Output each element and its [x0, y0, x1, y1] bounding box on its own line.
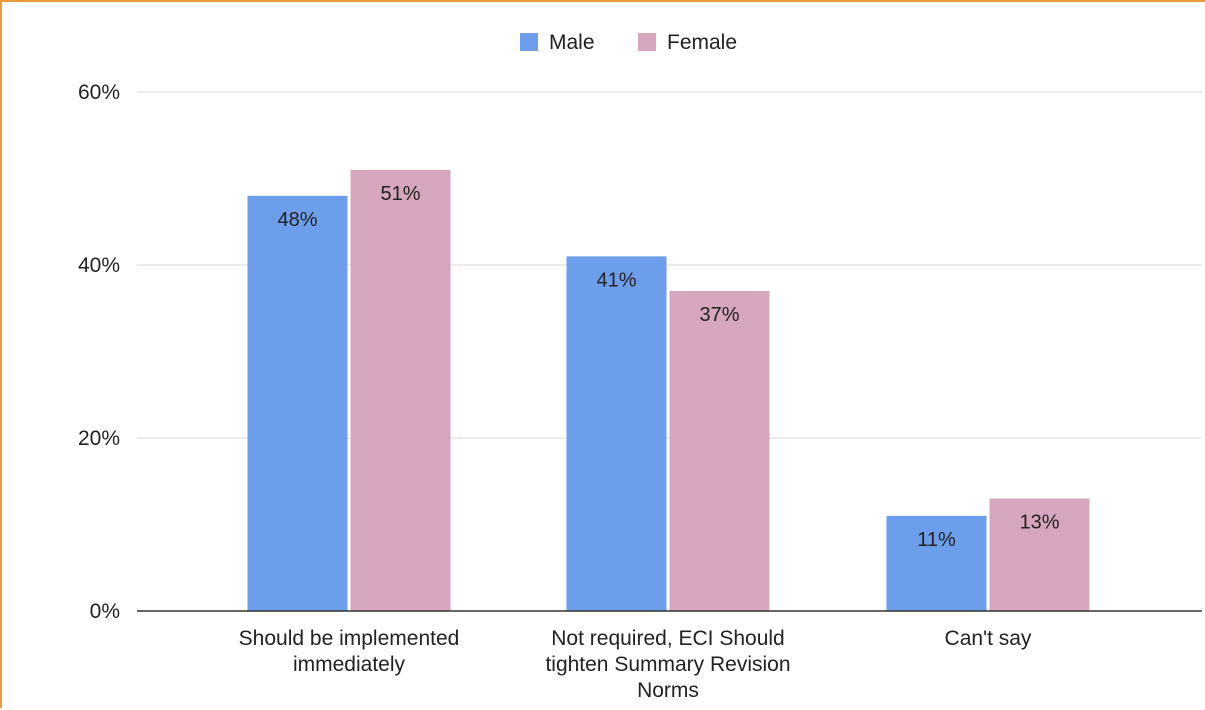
y-tick-label: 20%: [78, 427, 120, 450]
x-category-label: Should be implemented: [239, 627, 460, 650]
data-label: 13%: [1019, 512, 1059, 534]
x-category-label: Norms: [637, 679, 699, 702]
legend-label-female: Female: [667, 31, 737, 54]
y-tick-label: 0%: [90, 600, 120, 623]
data-label: 11%: [917, 529, 956, 551]
legend: Male Female: [520, 31, 737, 54]
x-category-label: immediately: [293, 653, 406, 676]
bar-female: [669, 290, 770, 611]
data-label: 37%: [699, 304, 739, 326]
x-category-label: tighten Summary Revision: [545, 653, 790, 676]
bar-male: [886, 515, 987, 611]
x-category-label: Not required, ECI Should: [551, 627, 784, 650]
data-labels: 48% 51% 41% 37% 11% 13%: [277, 183, 1059, 551]
y-tick-label: 40%: [78, 254, 120, 277]
bar-male: [247, 195, 348, 612]
x-category-label: Can't say: [945, 627, 1032, 650]
legend-label-male: Male: [549, 31, 595, 54]
data-label: 48%: [277, 209, 317, 231]
legend-swatch-male: [520, 33, 538, 51]
y-tick-label: 60%: [78, 81, 120, 104]
data-label: 41%: [596, 269, 636, 291]
x-axis-category-labels: Should be implemented immediately Not requ…: [239, 627, 1032, 702]
bar-male: [566, 256, 667, 611]
bars: [247, 169, 1090, 612]
bar-female: [989, 498, 1090, 611]
legend-swatch-female: [638, 33, 656, 51]
bar-female: [350, 169, 451, 611]
data-label: 51%: [380, 183, 420, 205]
y-axis-tick-labels: 0% 20% 40% 60%: [78, 81, 120, 623]
